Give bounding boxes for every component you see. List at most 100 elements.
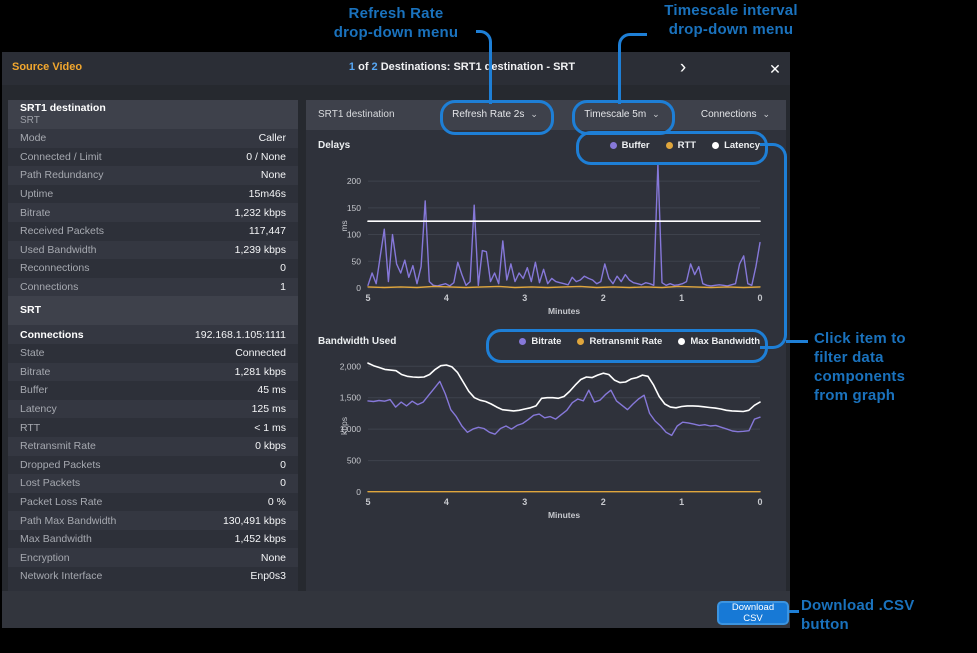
stat-row: Received Packets 117,447	[8, 221, 298, 241]
stat-row: State Connected	[8, 343, 298, 363]
legend-label: Buffer	[621, 139, 650, 151]
refresh-rate-dropdown[interactable]: Refresh Rate 2s ⌄	[437, 109, 553, 120]
stat-value: 0	[280, 262, 286, 275]
stat-row: Connections 1	[8, 277, 298, 297]
svg-text:50: 50	[352, 256, 362, 266]
stat-value: 1,239 kbps	[234, 243, 286, 256]
chevron-down-icon: ⌄	[762, 109, 770, 119]
stat-row: Used Bandwidth 1,239 kbps	[8, 240, 298, 260]
stat-value: None	[260, 551, 286, 564]
stat-label: Uptime	[20, 188, 54, 201]
page-separator: of	[358, 61, 369, 73]
stat-value: Connected	[235, 347, 286, 360]
chevron-down-icon: ⌄	[530, 109, 538, 119]
stat-label: Bitrate	[20, 365, 51, 378]
svg-text:1: 1	[679, 293, 684, 303]
stat-value: 15m46s	[248, 188, 286, 201]
stat-value: 0 kbps	[255, 440, 286, 453]
legend-label: Max Bandwidth	[690, 335, 760, 347]
stat-value: 117,447	[248, 225, 286, 238]
svg-text:150: 150	[347, 203, 361, 213]
stat-row: Max Bandwidth 1,452 kbps	[8, 529, 298, 549]
stat-row: Packet Loss Rate 0 %	[8, 492, 298, 512]
section-subtitle: SRT	[20, 115, 40, 126]
stat-row: Bitrate 1,281 kbps	[8, 362, 298, 382]
stat-row: Encryption None	[8, 548, 298, 568]
svg-text:0: 0	[356, 283, 361, 293]
stat-label: Reconnections	[20, 262, 90, 275]
stat-row: Lost Packets 0	[8, 474, 298, 493]
stat-value: 1,232 kbps	[234, 206, 286, 219]
legend-item-max-bandwidth[interactable]: Max Bandwidth	[678, 336, 760, 347]
stat-row: Connected / Limit 0 / None	[8, 147, 298, 167]
stat-row: Path Redundancy None	[8, 166, 298, 185]
svg-text:4: 4	[444, 497, 449, 507]
svg-text:kbps: kbps	[339, 417, 349, 435]
stat-label: Buffer	[20, 384, 48, 397]
download-csv-button[interactable]: Download CSV	[719, 602, 787, 624]
svg-text:5: 5	[365, 293, 370, 303]
legend-label: Bitrate	[531, 335, 562, 347]
refresh-rate-label: Refresh Rate 2s	[452, 109, 525, 120]
stat-label: Lost Packets	[20, 477, 81, 490]
bandwidth-legend: Bitrate Retransmit Rate Max Bandwidth	[519, 336, 760, 347]
stat-label: Used Bandwidth	[20, 243, 97, 256]
connections-dropdown[interactable]: Connections ⌄	[701, 109, 770, 120]
stat-row: Reconnections 0	[8, 259, 298, 278]
section-title: SRT1 destination	[20, 102, 106, 114]
svg-text:5: 5	[365, 497, 370, 507]
annotation-timescale: Timescale interval drop-down menu	[664, 2, 798, 38]
panel-title: SRT1 destination	[318, 109, 395, 120]
stat-label: Packet Loss Rate	[20, 495, 103, 508]
stat-value: Enp0s3	[250, 570, 286, 583]
svg-text:ms: ms	[339, 220, 349, 231]
stat-label: Encryption	[20, 551, 70, 564]
annotation-dash-download	[789, 610, 799, 613]
stat-value: 130,491 kbps	[222, 514, 286, 527]
stat-label: Connections	[20, 328, 84, 341]
legend-dot-icon	[665, 141, 673, 149]
stat-value: 1	[280, 281, 286, 294]
stat-value: 0	[280, 477, 286, 490]
svg-text:200: 200	[347, 176, 361, 186]
legend-item-latency[interactable]: Latency	[712, 140, 760, 151]
close-icon[interactable]: ✕	[769, 61, 781, 77]
svg-text:0: 0	[757, 293, 762, 303]
svg-text:0: 0	[356, 487, 361, 497]
legend-label: Retransmit Rate	[589, 335, 663, 347]
stat-value: Caller	[258, 132, 286, 145]
stat-value: None	[260, 169, 286, 182]
stat-label: Connected / Limit	[20, 150, 102, 163]
stat-row: Mode Caller	[8, 129, 298, 148]
svg-text:Minutes: Minutes	[548, 306, 580, 316]
legend-label: Latency	[724, 139, 760, 151]
svg-text:1: 1	[679, 497, 684, 507]
annotation-filter-legend: Click item to filter data components fro…	[814, 330, 906, 404]
legend-dot-icon	[609, 141, 617, 149]
stat-label: Path Max Bandwidth	[20, 514, 117, 527]
svg-text:1,500: 1,500	[340, 393, 362, 403]
legend-item-retransmit-rate[interactable]: Retransmit Rate	[577, 336, 662, 347]
svg-text:500: 500	[347, 456, 361, 466]
stat-value: 1,281 kbps	[234, 365, 286, 378]
legend-item-buffer[interactable]: Buffer	[609, 139, 650, 151]
chart-panel: SRT1 destination Refresh Rate 2s ⌄ Timesc…	[306, 100, 786, 591]
stat-label: Retransmit Rate	[20, 440, 96, 453]
section-title: SRT	[20, 304, 41, 317]
legend-dot-icon	[577, 337, 585, 345]
timescale-dropdown[interactable]: Timescale 5m ⌄	[564, 109, 680, 120]
source-video-label: Source Video	[12, 61, 83, 73]
stat-row: Network Interface Enp0s3	[8, 567, 298, 586]
next-destination-icon[interactable]: ›	[679, 57, 687, 78]
legend-label: RTT	[677, 139, 697, 151]
stat-label: Max Bandwidth	[20, 533, 92, 546]
delays-chart: 0 50 100 150 200 5 4 3 2 1 0 Minutes ms	[306, 158, 786, 323]
stat-value: 1,452 kbps	[234, 533, 286, 546]
legend-item-rtt[interactable]: RTT	[665, 139, 697, 151]
stat-row: Dropped Packets 0	[8, 455, 298, 475]
stat-label: State	[20, 347, 45, 360]
legend-item-bitrate[interactable]: Bitrate	[519, 336, 561, 347]
sidebar: SRT1 destination SRT Mode Caller Connected /…	[8, 100, 298, 591]
delays-legend: Buffer RTT Latency	[609, 139, 760, 151]
